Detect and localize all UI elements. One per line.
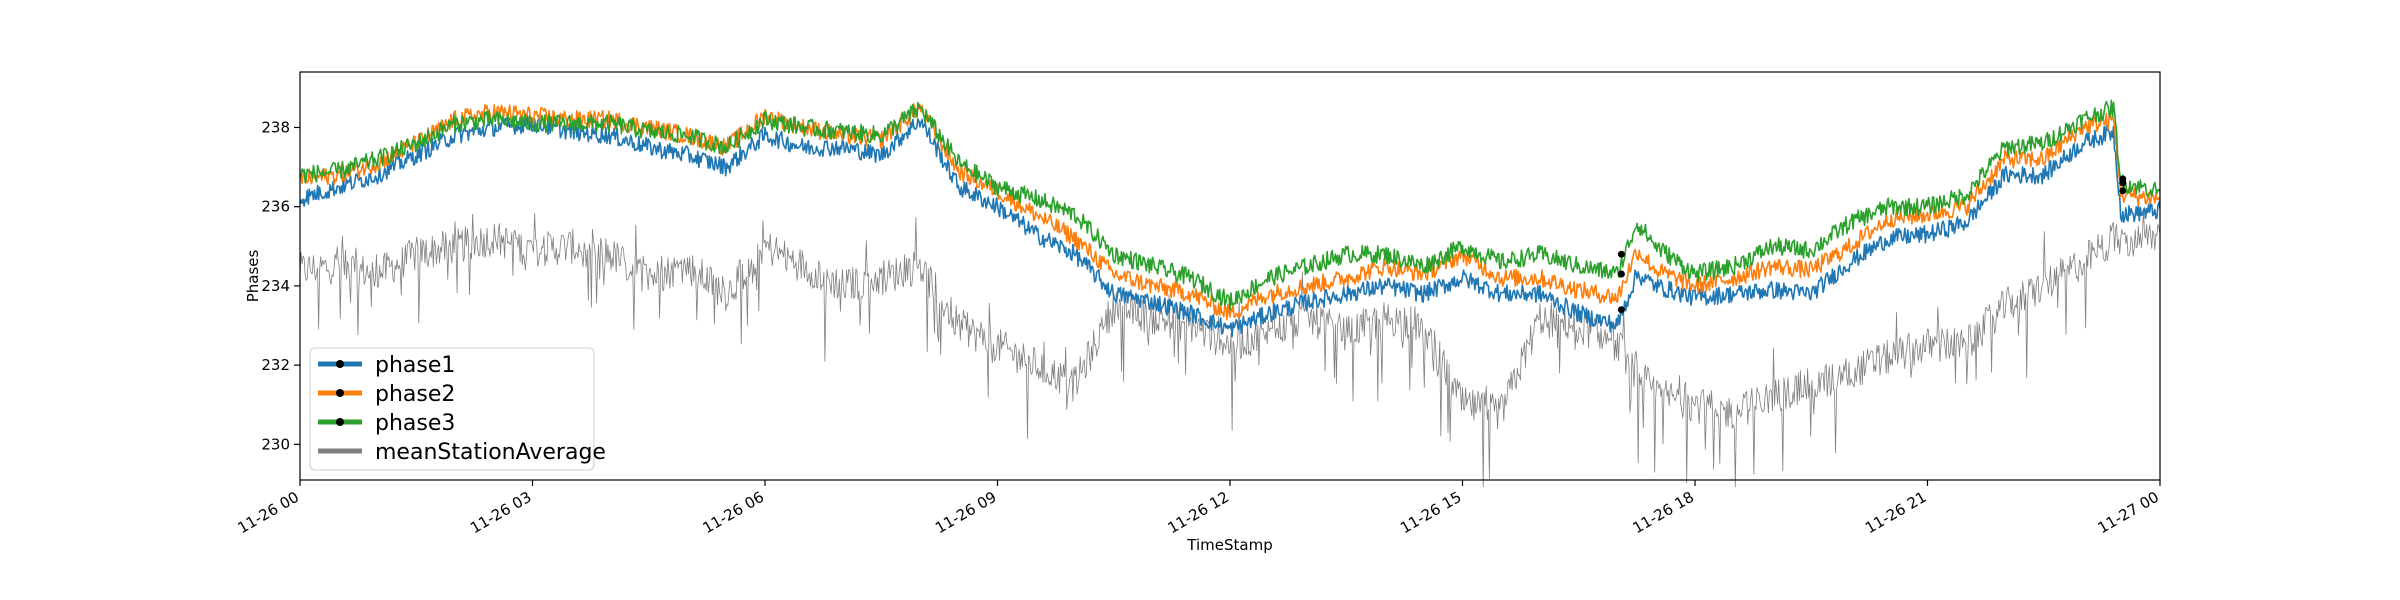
- y-tick-label-3: 236: [261, 198, 290, 216]
- legend-item-phase2: phase2: [318, 382, 455, 407]
- y-tick-label-0: 230: [261, 435, 290, 453]
- x-tick-label-6: 11-26 18: [1630, 488, 1697, 537]
- data-marker-phase2-1: [1617, 270, 1625, 278]
- markers-layer: [1617, 175, 2127, 314]
- legend-label-phase3: phase3: [375, 411, 455, 436]
- legend-item-phase3: phase3: [318, 411, 455, 436]
- series-layer: [299, 99, 2161, 488]
- legend-marker-phase1: [336, 360, 344, 368]
- legend-marker-phase3: [336, 418, 344, 426]
- y-axis: 230 232 234 236 238: [261, 118, 300, 453]
- x-tick-label-7: 11-26 21: [1862, 488, 1929, 537]
- legend-item-phase1: phase1: [318, 353, 455, 378]
- legend-label-meanStationAverage: meanStationAverage: [375, 440, 606, 465]
- legend-box: [309, 347, 595, 471]
- x-tick-label-2: 11-26 06: [700, 488, 767, 537]
- x-tick-label-1: 11-26 03: [467, 488, 534, 537]
- x-tick-label-5: 11-26 15: [1397, 488, 1464, 537]
- legend-marker-phase2: [336, 389, 344, 397]
- y-axis-label: Phases: [244, 250, 262, 303]
- legend-item-meanStationAverage: meanStationAverage: [318, 440, 606, 465]
- series-line-phase1: [299, 114, 2161, 338]
- data-marker-phase3-5: [2119, 175, 2127, 183]
- legend: phase1 phase2 phase3 meanStationAverage: [309, 347, 606, 471]
- x-axis-label: TimeStamp: [1186, 536, 1272, 554]
- x-axis: 11-26 00 11-26 03 11-26 06 11-26 09 11-26 12…: [235, 480, 2162, 537]
- data-marker-phase1-0: [1617, 306, 1625, 314]
- legend-label-phase2: phase2: [375, 382, 455, 407]
- x-tick-label-0: 11-26 00: [235, 488, 302, 537]
- x-tick-label-4: 11-26 12: [1165, 488, 1232, 537]
- series-line-phase3: [299, 99, 2161, 311]
- legend-label-phase1: phase1: [375, 353, 455, 378]
- data-marker-phase1-3: [2119, 187, 2127, 195]
- x-tick-label-3: 11-26 09: [932, 488, 999, 537]
- y-tick-label-1: 232: [261, 356, 290, 374]
- data-marker-phase3-2: [1617, 250, 1625, 258]
- y-tick-label-2: 234: [261, 277, 290, 295]
- y-tick-label-4: 238: [261, 118, 290, 136]
- series-line-meanStationAverage: [299, 208, 2161, 488]
- x-tick-label-8: 11-27 00: [2095, 488, 2162, 537]
